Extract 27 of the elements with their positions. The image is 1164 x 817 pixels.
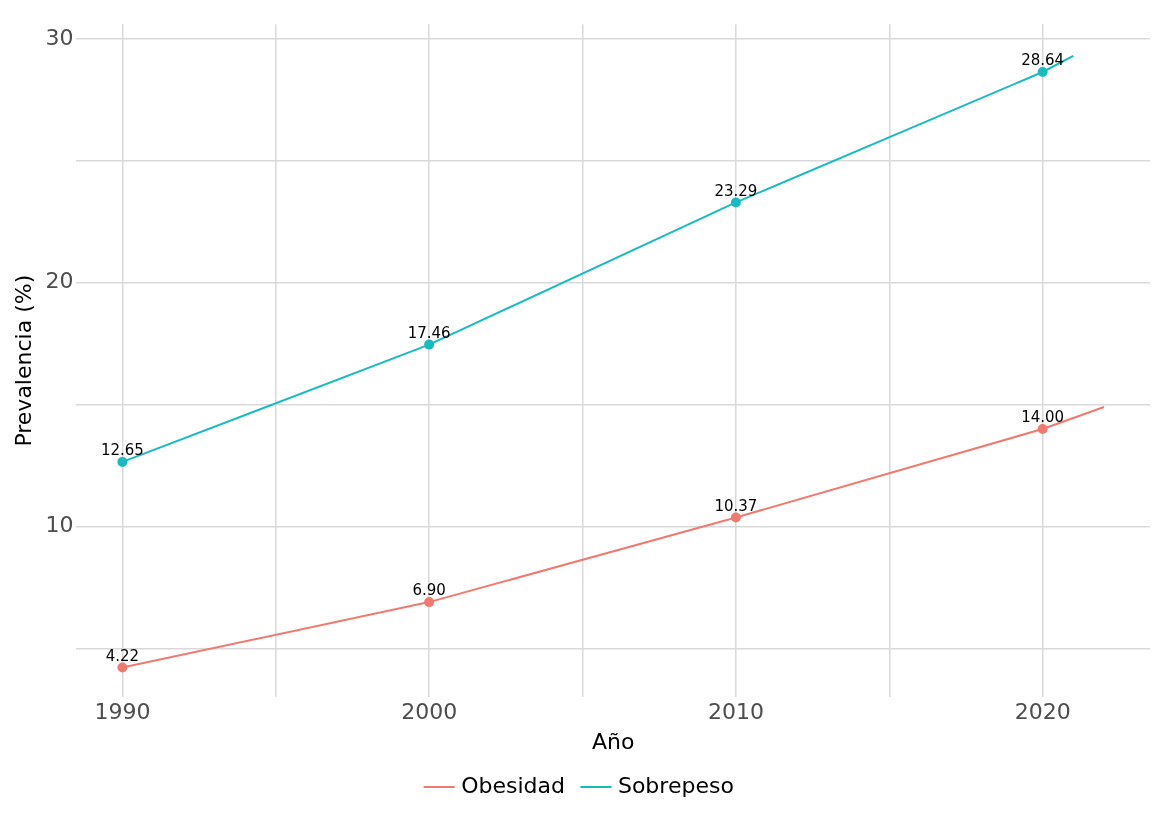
point (117, 662, 128, 673)
y-tick-label: 10 (45, 512, 74, 538)
legend-label: Obesidad (461, 772, 565, 798)
y-tick-label: 20 (45, 268, 74, 294)
data-label: 4.22 (105, 646, 140, 665)
y-tick-label: 30 (45, 24, 74, 50)
data-label: 17.46 (407, 324, 451, 342)
point (424, 339, 435, 350)
x-tick-label: 1990 (94, 699, 151, 725)
point (1037, 66, 1048, 77)
data-label: 10.37 (714, 496, 758, 515)
point (117, 456, 128, 467)
legend-label: Sobrepeso (617, 772, 734, 798)
point (730, 512, 741, 523)
data-label: 12.65 (100, 441, 144, 460)
x-axis-title: Año (591, 728, 635, 754)
data-label: 28.64 (1021, 51, 1065, 70)
x-tick-label: 2010 (707, 699, 764, 725)
data-label: 14.00 (1021, 408, 1065, 427)
point (1037, 423, 1048, 434)
point (730, 197, 741, 208)
point (424, 597, 435, 608)
data-label: 6.90 (412, 581, 446, 600)
x-tick-label: 2020 (1014, 699, 1071, 725)
x-tick-label: 2000 (401, 699, 458, 725)
data-label: 23.29 (714, 181, 758, 200)
y-axis-title: Prevalencia (%) (10, 274, 36, 447)
